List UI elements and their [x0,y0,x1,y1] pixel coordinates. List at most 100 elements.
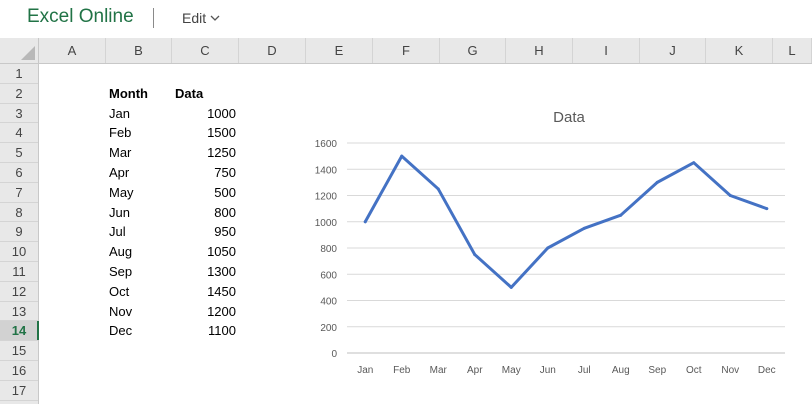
row-header-9[interactable]: 9 [0,222,38,243]
data-point [619,213,623,217]
cell-month[interactable]: May [109,184,134,200]
y-tick-label: 200 [320,323,337,334]
x-tick-label: May [502,365,521,376]
row-header-14[interactable]: 14 [0,321,39,342]
cell-value[interactable]: 1100 [208,323,236,339]
data-point [692,161,696,165]
row-header-5[interactable]: 5 [0,143,38,163]
column-header-c[interactable]: C [172,38,239,63]
cell-value[interactable]: 1250 [207,145,236,161]
row-header-3[interactable]: 3 [0,104,38,124]
cell-month[interactable]: Jul [109,224,126,240]
cell-value[interactable]: 1300 [207,264,236,279]
column-header-d[interactable]: D [239,38,306,63]
data-point [655,180,659,184]
chevron-down-icon [210,15,220,21]
column-header-l[interactable]: L [773,38,812,63]
y-tick-label: 1400 [315,165,338,176]
x-tick-label: Oct [686,365,702,376]
cell-value[interactable]: 750 [214,165,236,180]
cell-value[interactable]: 1200 [207,303,236,319]
x-tick-label: Feb [393,365,411,376]
x-tick-label: Jun [540,365,556,376]
cell-header-month[interactable]: Month [109,85,148,101]
cell-value[interactable]: 1050 [207,244,236,260]
line-chart[interactable]: Data 0 200 400 600 800 1000 1200 1400 1600 Jan Feb M… [39,64,812,404]
data-point [582,226,586,230]
row-header-2[interactable]: 2 [0,84,38,104]
y-tick-label: 600 [320,270,337,281]
x-tick-label: Sep [648,365,666,376]
cell-month[interactable]: Mar [109,145,132,161]
data-point [363,220,367,224]
title-divider [153,8,154,28]
cell-month[interactable]: Oct [109,283,130,299]
data-point [400,154,404,158]
cell-month[interactable]: Feb [109,125,132,141]
cell-month[interactable]: Jan [109,105,130,121]
column-header-h[interactable]: H [506,38,573,63]
row-header-16[interactable]: 16 [0,361,38,381]
row-header-4[interactable]: 4 [0,123,38,144]
chart-title: Data [553,109,585,126]
row-header-12[interactable]: 12 [0,282,38,302]
data-point [765,207,769,211]
row-headers: 1 2 3 4 5 6 7 8 9 10 11 12 13 14 15 16 17 [0,64,39,404]
cell-month[interactable]: Aug [109,244,133,260]
x-tick-label: Aug [612,365,630,376]
data-point [509,285,513,289]
row-header-8[interactable]: 8 [0,203,38,223]
row-header-6[interactable]: 6 [0,163,38,183]
cell-header-data[interactable]: Data [175,85,204,101]
y-tick-label: 1600 [315,139,338,150]
data-point [436,187,440,191]
y-tick-label: 800 [320,244,337,255]
column-header-j[interactable]: J [640,38,706,63]
x-tick-label: Mar [430,365,448,376]
edit-menu-label: Edit [182,10,207,26]
column-header-k[interactable]: K [706,38,773,63]
column-header-f[interactable]: F [373,38,440,63]
row-header-17[interactable]: 17 [0,381,38,401]
y-tick-label: 0 [331,349,337,360]
row-header-13[interactable]: 13 [0,302,38,322]
cell-value[interactable]: 950 [214,224,236,240]
cell-month[interactable]: Jun [109,204,130,220]
cell-value[interactable]: 500 [214,184,236,200]
x-tick-label: Jul [578,365,591,376]
row-header-15[interactable]: 15 [0,341,38,361]
cell-value[interactable]: 1500 [207,125,236,141]
select-all-corner[interactable] [0,38,39,64]
y-tick-label: 1200 [315,192,338,203]
data-point [473,253,477,257]
cell-value[interactable]: 1000 [207,105,236,121]
x-tick-label: Jan [357,365,373,376]
row-header-11[interactable]: 11 [0,262,38,282]
row-header-10[interactable]: 10 [0,242,38,262]
row-header-1[interactable]: 1 [0,64,38,84]
x-tick-label: Apr [467,365,483,376]
cell-area[interactable]: Data 0 200 400 600 800 1000 1200 1400 1600 Jan Feb M… [39,64,812,404]
cell-value[interactable]: 800 [214,204,236,220]
cell-value[interactable]: 1450 [207,283,236,299]
column-header-i[interactable]: I [573,38,640,63]
app-title: Excel Online [27,6,134,27]
series-line [363,154,769,289]
cell-month[interactable]: Sep [109,264,133,279]
y-tick-label: 1000 [315,218,338,229]
top-bar: Excel Online Edit [0,0,812,38]
edit-menu-button[interactable]: Edit [182,10,220,26]
cell-month[interactable]: Nov [109,303,133,319]
data-point [728,194,732,197]
x-tick-label: Nov [721,365,739,376]
cell-month[interactable]: Dec [109,323,133,339]
data-point [546,246,550,250]
column-header-b[interactable]: B [106,38,172,63]
cell-month[interactable]: Apr [109,165,130,180]
column-header-a[interactable]: A [39,38,106,63]
column-header-e[interactable]: E [306,38,373,63]
row-header-7[interactable]: 7 [0,183,38,203]
column-header-g[interactable]: G [440,38,506,63]
